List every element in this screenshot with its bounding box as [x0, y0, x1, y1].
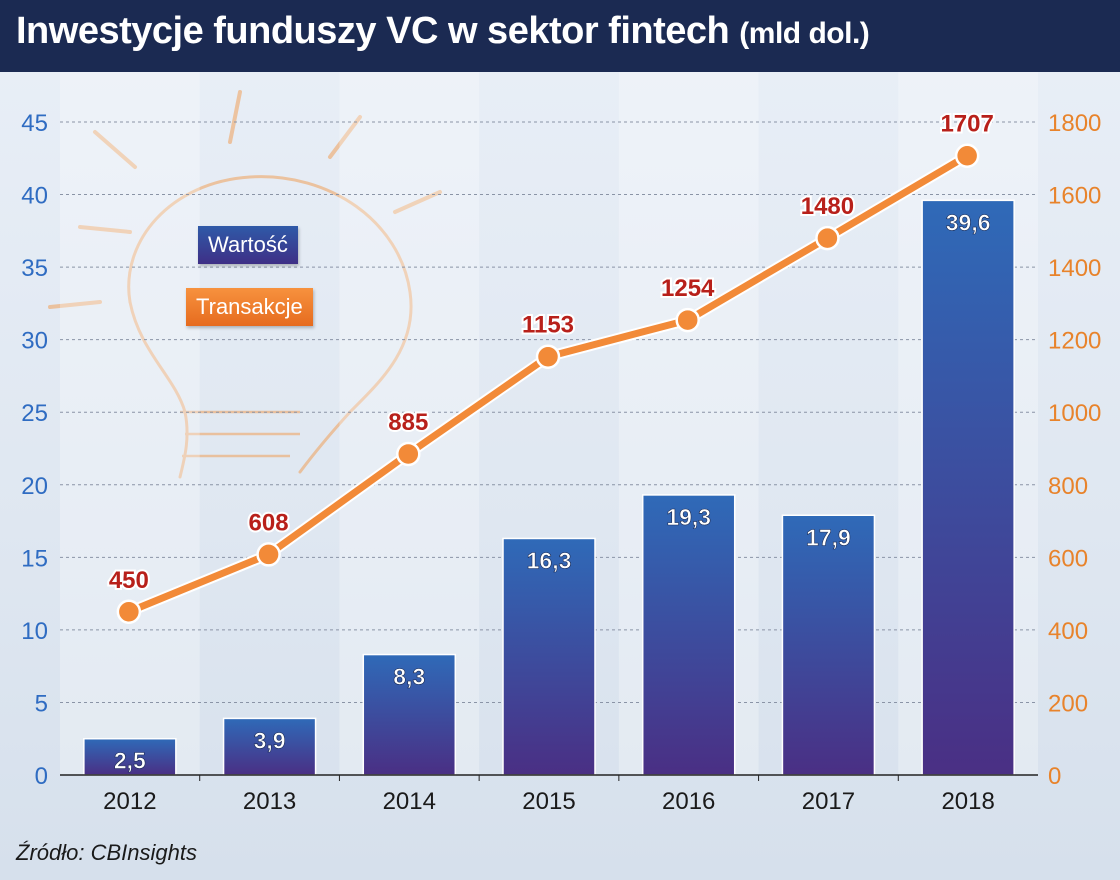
line-point [954, 143, 980, 168]
line-data-label: 1254 [661, 275, 715, 302]
title-unit: (mld dol.) [739, 17, 870, 50]
bar-data-label: 19,3 [666, 504, 711, 530]
line-data-label: 608 [249, 509, 289, 536]
legend-item-transakcje: Transakcje [186, 288, 313, 326]
bars-wartosc: 2,5 3,9 8,3 16,3 19,3 17,9 39,6 [83, 199, 1015, 776]
bar-data-label: 2,5 [114, 748, 146, 774]
y-left-tick-label: 10 [21, 618, 48, 645]
x-tick-label: 2015 [522, 788, 575, 815]
y-right-tick-label: 0 [1048, 763, 1061, 790]
bar [502, 537, 596, 776]
y-right-tick-label: 1200 [1048, 328, 1101, 355]
title-main: Inwestycje funduszy VC w sektor fintech [16, 10, 730, 52]
line-point [256, 542, 281, 567]
line-data-label: 1153 [522, 312, 574, 339]
bar-data-label: 17,9 [806, 524, 851, 550]
line-transakcje: 450 608 885 1153 1254 1480 1707 [107, 109, 996, 624]
chart-title: Inwestycje funduszy VC w sektor fintech … [16, 10, 870, 53]
y-right-tick-label: 1400 [1048, 255, 1101, 282]
x-tick-label: 2018 [941, 788, 994, 815]
line-data-label: 885 [388, 409, 428, 436]
source-note: Źródło: CBInsights [16, 840, 197, 865]
line-data-label: 1480 [801, 193, 854, 220]
column-stripe [60, 72, 200, 775]
y-right-tick-label: 1600 [1048, 183, 1101, 210]
y-right-tick-label: 800 [1048, 473, 1088, 500]
bar [781, 514, 876, 776]
line-point [535, 344, 561, 369]
y-left-tick-label: 40 [21, 183, 48, 210]
y-right-tick-label: 200 [1048, 690, 1088, 717]
x-tick-label: 2016 [662, 788, 715, 815]
y-right-tick-label: 600 [1048, 545, 1088, 572]
line-point [116, 599, 142, 624]
bar [921, 199, 1015, 776]
y-right-tick-label: 1800 [1048, 110, 1101, 137]
y-left-tick-label: 0 [35, 763, 48, 790]
y-left-tick-label: 20 [21, 473, 48, 500]
line-data-label: 1707 [940, 111, 993, 138]
y-right-tick-label: 400 [1048, 618, 1088, 645]
line-data-label: 450 [109, 567, 149, 594]
y-left-tick-label: 5 [35, 690, 48, 717]
x-tick-label: 2014 [383, 788, 436, 815]
x-tick-label: 2013 [243, 788, 296, 815]
legend-item-wartosc: Wartość [198, 226, 298, 264]
y-left-tick-label: 15 [21, 545, 48, 572]
bar-data-label: 16,3 [527, 547, 572, 573]
line-point [815, 225, 840, 251]
bar [641, 494, 736, 776]
bar-data-label: 39,6 [946, 209, 991, 235]
line-point [396, 441, 421, 467]
bar [83, 737, 177, 776]
x-tick-label: 2012 [103, 788, 156, 815]
x-tick-label: 2017 [802, 788, 855, 815]
y-right-tick-label: 1000 [1048, 400, 1101, 427]
y-left-tick-label: 35 [21, 255, 48, 282]
y-left-tick-label: 25 [21, 400, 48, 427]
bar-data-label: 8,3 [393, 664, 425, 690]
y-left-tick-label: 30 [21, 328, 48, 355]
chart-plot: 2,53,98,316,319,317,939,6 45060888511531… [21, 72, 1101, 815]
axes: 0510152025303540450200400600800100012001… [21, 110, 1101, 815]
bar-data-label: 3,9 [254, 727, 286, 753]
y-left-tick-label: 45 [21, 110, 48, 137]
title-bar [0, 0, 1120, 72]
line-point [675, 307, 700, 333]
